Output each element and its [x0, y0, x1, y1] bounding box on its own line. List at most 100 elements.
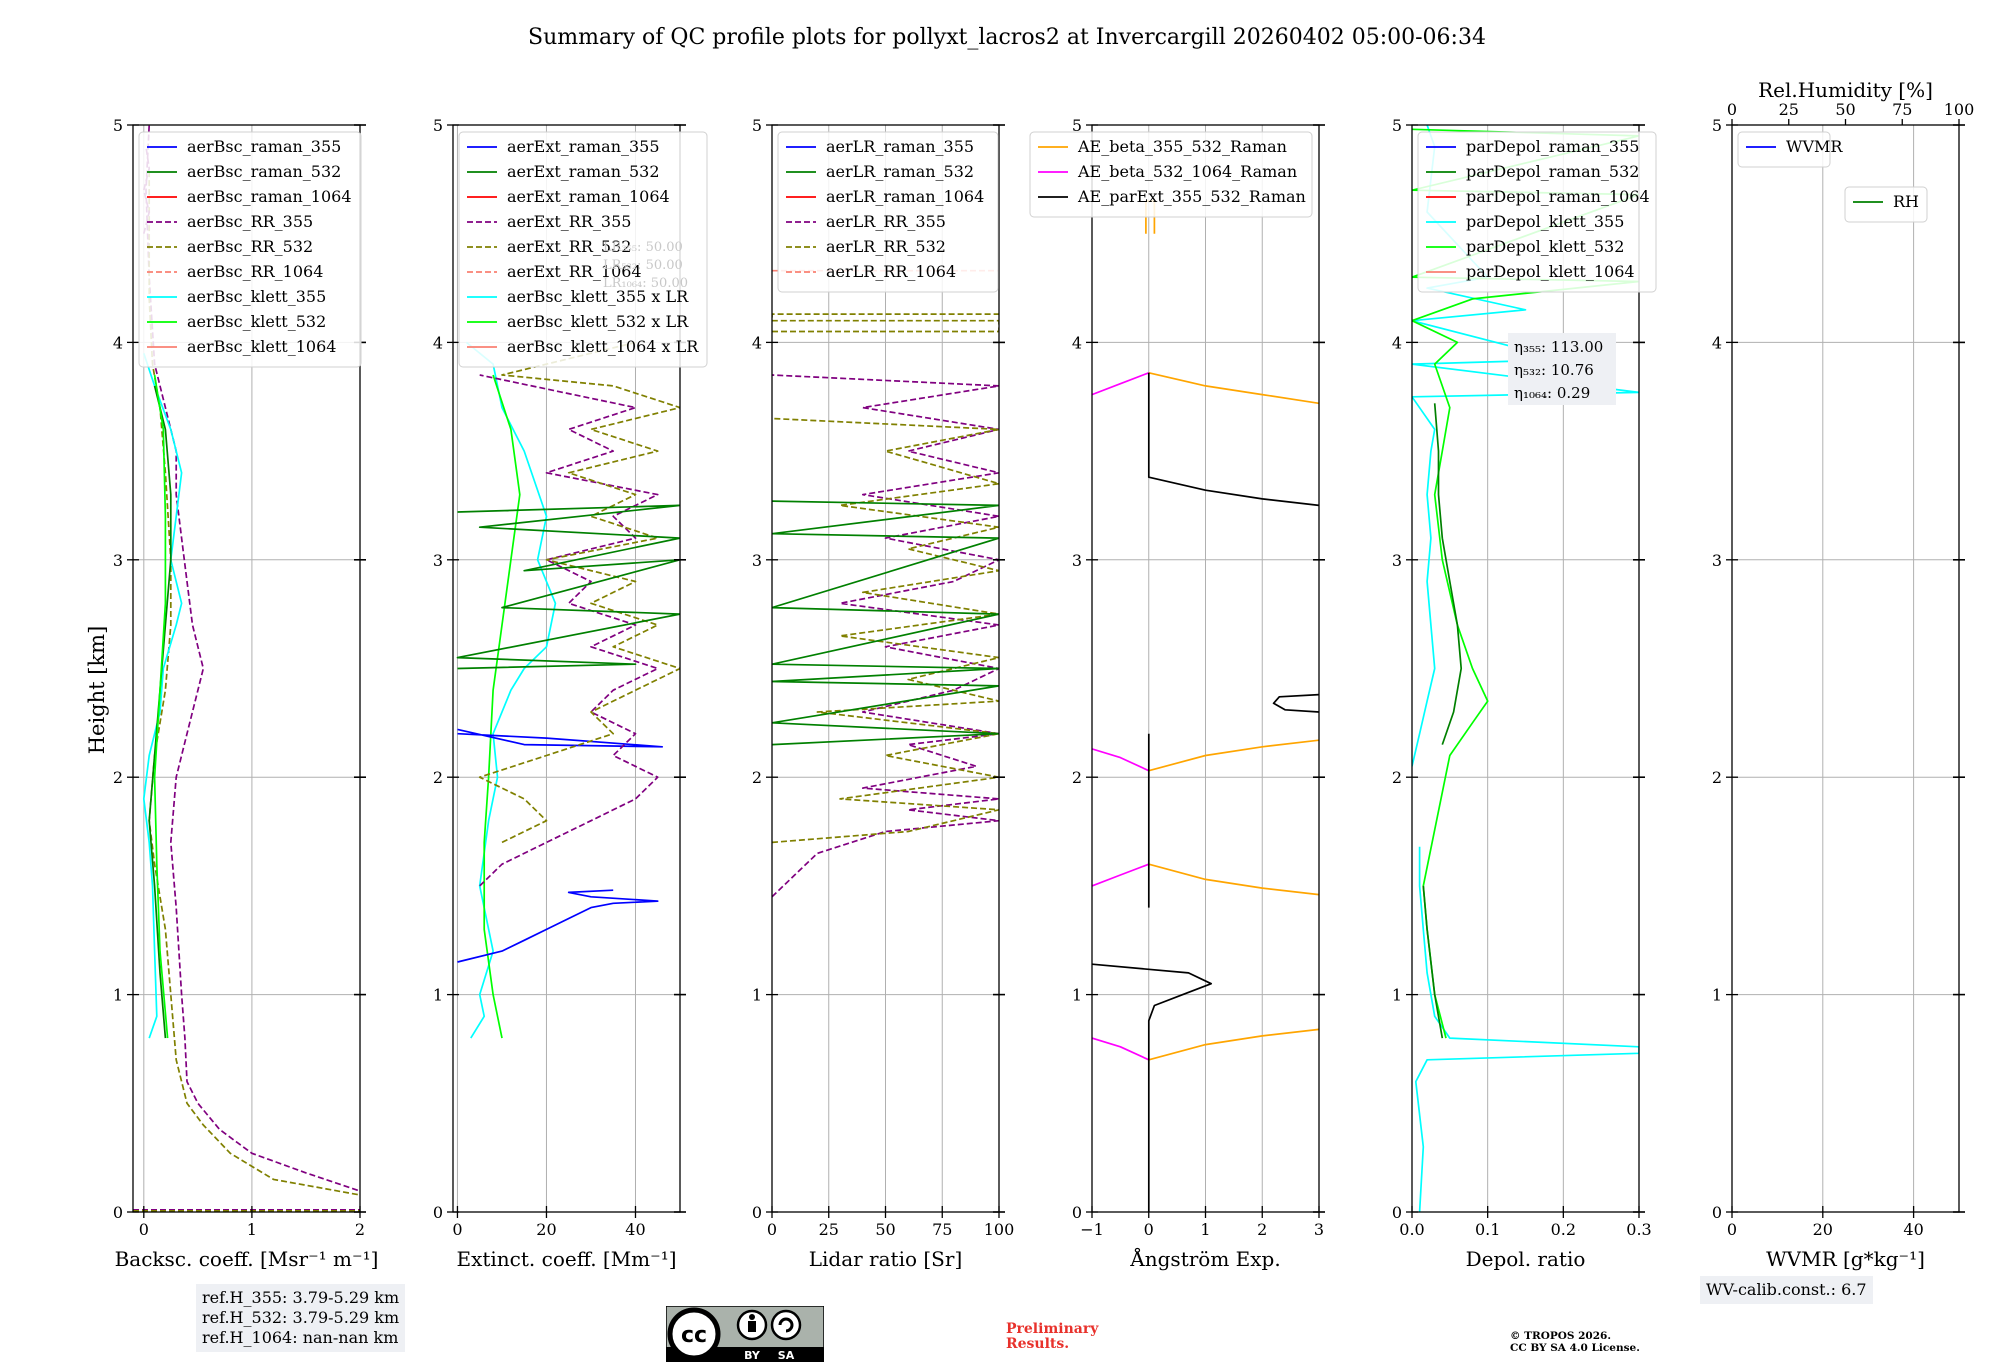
y-tick-label: 4	[1392, 333, 1402, 352]
series-aerBsc_klett_355 x LR	[465, 341, 557, 1039]
series-AE_beta_532_1064_Raman_a	[1092, 1037, 1150, 1061]
x-tick-label: 3	[1314, 1220, 1324, 1239]
series-AE_beta_355_532_Raman_b	[1148, 863, 1319, 896]
x-tick-label: 0	[1144, 1220, 1154, 1239]
svg-text:cc: cc	[681, 1323, 707, 1348]
series-AE_parExt_355_532_Raman_d	[1147, 372, 1319, 507]
legend: aerLR_raman_355 aerLR_raman_532 aerLR_rama…	[777, 131, 999, 293]
panel-depol: 0 1 2 3 4 5 0.0 0.1 0.2 0.3 Depol. ratio parDepol_r…	[1392, 116, 1657, 1271]
legend-entry: aerBsc_klett_355 x LR	[507, 287, 689, 306]
x-tick-label: 0	[1727, 1220, 1737, 1239]
y-tick-label: 1	[113, 986, 123, 1005]
y-tick-label: 3	[1712, 551, 1722, 570]
x-tick-label: 20	[536, 1220, 556, 1239]
legend-entry: parDepol_klett_1064	[1466, 262, 1635, 281]
series-parDepol_klett_355_low	[1414, 846, 1639, 1212]
cc-by-label: BY	[744, 1349, 761, 1362]
legend-entry: aerLR_RR_1064	[826, 262, 956, 281]
series-AE_beta_532_1064_Raman_b	[1092, 863, 1150, 887]
legend-entry: aerBsc_klett_532	[187, 312, 326, 331]
series-AE_beta_532_1064_Raman_c	[1092, 748, 1150, 772]
series-aerBsc_klett_355	[142, 353, 183, 1039]
series-AE_parExt_355_532_Raman_a	[1092, 963, 1213, 1212]
legend-entry: aerExt_raman_1064	[507, 187, 670, 206]
wv-calibration-box: WV-calib.const.: 6.7	[1700, 1276, 1873, 1304]
legend-entry: aerExt_RR_532	[507, 237, 631, 256]
eta-annotation: η₁₀₆₄: 0.29	[1514, 384, 1590, 402]
legend-entry: aerExt_RR_1064	[507, 262, 642, 281]
x-tick-label: 100	[984, 1220, 1015, 1239]
x-tick-label: 2	[355, 1220, 365, 1239]
y-tick-label: 2	[1712, 768, 1722, 787]
y-tick-label: 0	[1392, 1203, 1402, 1222]
x-tick-label: 0.3	[1626, 1220, 1651, 1239]
series-AE_parExt_355_532_Raman_c	[1272, 693, 1319, 713]
series-aerExt_RR_532	[478, 341, 680, 844]
legend-entry: parDepol_klett_355	[1466, 212, 1624, 231]
panel-backscatter: 0 1 2 3 4 5 0 1 2 Backsc. coeff. [Msr⁻¹ m⁻¹] aerBs…	[113, 116, 379, 1271]
x-tick-label: 25	[819, 1220, 839, 1239]
x-axis-label: Extinct. coeff. [Mm⁻¹]	[456, 1247, 676, 1271]
series-aerExt_raman_532	[456, 504, 680, 670]
eta-annotation: η₅₃₂: 10.76	[1514, 361, 1594, 379]
x-tick-label: 2	[1257, 1220, 1267, 1239]
legend-entry: aerBsc_klett_1064 x LR	[507, 337, 699, 356]
y-tick-label: 3	[113, 551, 123, 570]
y-tick-label: 4	[1712, 333, 1722, 352]
y-tick-label: 5	[752, 116, 762, 135]
x-tick-label: 50	[875, 1220, 895, 1239]
y-tick-label: 1	[752, 986, 762, 1005]
y-tick-label: 1	[1072, 986, 1082, 1005]
lr-annotation: LR₃₅₅: 50.00	[603, 240, 683, 255]
ref-height-532: ref.H_532: 3.79-5.29 km	[202, 1308, 400, 1327]
legend-frame	[1417, 131, 1657, 293]
y-tick-label: 4	[752, 333, 762, 352]
eta-box	[1508, 333, 1616, 405]
series-aerExt_raman_355_b	[457, 728, 664, 748]
series-aerBsc_klett_532 x LR	[483, 374, 521, 1039]
top-x-tick-label: 25	[1779, 100, 1799, 119]
legend: aerBsc_raman_355 aerBsc_raman_532 aerBsc_r…	[138, 131, 362, 368]
series-aerLR_RR_532_top	[772, 313, 999, 333]
x-tick-label: 1	[1200, 1220, 1210, 1239]
lr-annotation: LR₁₀₆₄: 50.00	[603, 276, 688, 291]
y-tick-label: 5	[1392, 116, 1402, 135]
legend-frame	[138, 131, 362, 368]
copyright-line-1: © TROPOS 2026.	[1510, 1330, 1612, 1342]
x-tick-label: 0.2	[1551, 1220, 1576, 1239]
legend: parDepol_raman_355 parDepol_raman_532 parD…	[1417, 131, 1657, 293]
y-tick-label: 0	[433, 1203, 443, 1222]
x-axis-label: WVMR [g*kg⁻¹]	[1766, 1247, 1925, 1271]
series-AE_beta_355_532_Raman_d	[1148, 371, 1319, 405]
legend-entry: aerBsc_klett_355	[187, 287, 326, 306]
y-tick-label: 2	[752, 768, 762, 787]
top-x-tick-label: 50	[1835, 100, 1855, 119]
series-group	[133, 125, 360, 1212]
y-tick-label: 3	[1072, 551, 1082, 570]
y-tick-label: 4	[1072, 333, 1082, 352]
legend-entry: AE_parExt_355_532_Raman	[1077, 187, 1306, 206]
y-tick-label: 4	[433, 333, 443, 352]
copyright-note: © TROPOS 2026. CC BY SA 4.0 License.	[1510, 1330, 1640, 1354]
legend-entry: aerBsc_RR_532	[187, 237, 313, 256]
legend-entry: parDepol_raman_355	[1466, 137, 1639, 156]
legend-entry: aerLR_RR_532	[826, 237, 946, 256]
figure-title: Summary of QC profile plots for pollyxt_…	[528, 25, 1486, 50]
series-aerExt_RR_355	[479, 374, 659, 887]
axes-frame	[1731, 124, 1960, 1213]
cc-license-badge: cc BY SA	[666, 1306, 824, 1362]
top-x-axis-label: Rel.Humidity [%]	[1758, 78, 1933, 102]
x-tick-label: 20	[1813, 1220, 1833, 1239]
x-tick-label: 40	[625, 1220, 645, 1239]
y-tick-label: 0	[113, 1203, 123, 1222]
y-tick-label: 5	[1712, 116, 1722, 135]
y-tick-label: 3	[1392, 551, 1402, 570]
y-tick-label: 5	[1072, 116, 1082, 135]
x-tick-label: 0	[139, 1220, 149, 1239]
legend-entry: aerBsc_RR_355	[187, 212, 313, 231]
legend-entry: parDepol_raman_532	[1466, 162, 1639, 181]
legend-entry: aerLR_raman_355	[826, 137, 974, 156]
legend-entry: aerLR_raman_532	[826, 162, 974, 181]
